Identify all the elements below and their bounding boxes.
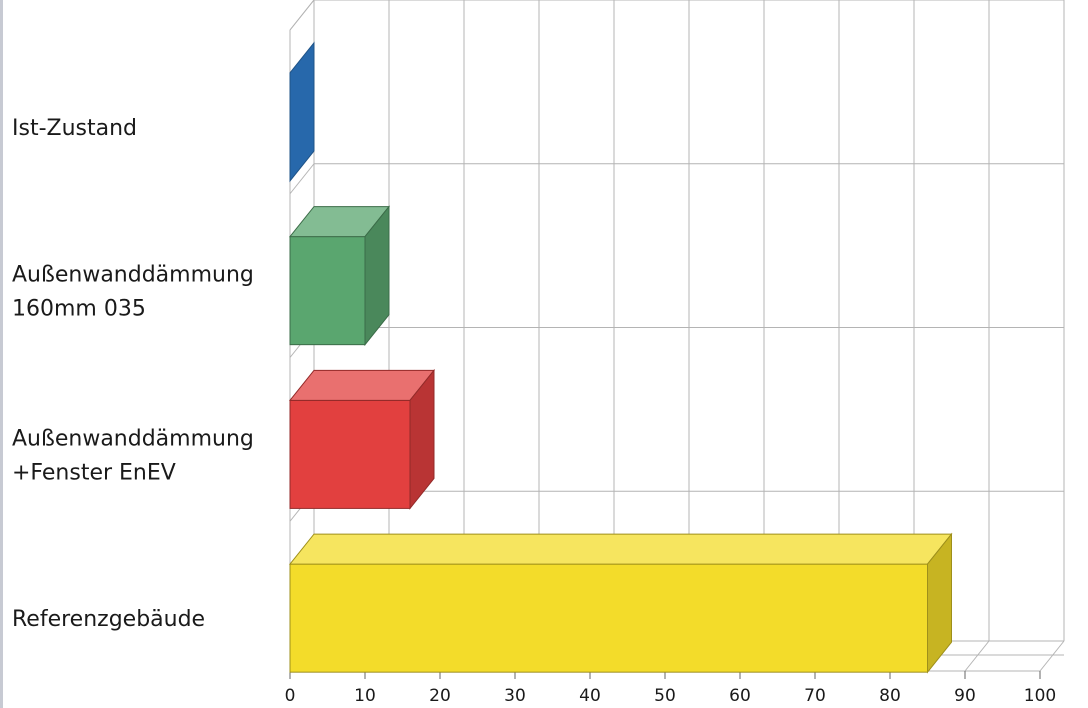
category-label: 160mm 035 [12,297,146,322]
gridline-side-diagonal [289,163,315,195]
bar-front [289,399,411,509]
x-tick-label: 10 [354,686,376,706]
category-label: +Fenster EnEV [12,460,176,485]
bar-front [289,563,928,673]
x-tick-label: 100 [1024,686,1056,706]
gridline-floor-diagonal [964,640,990,672]
x-tick-label: 50 [654,686,676,706]
bar-side [927,532,952,674]
gridline-floor-diagonal [1039,640,1065,672]
category-label: Referenzgebäude [12,607,205,632]
gridline-side-diagonal [289,0,315,31]
bar-front [289,236,366,346]
bar-side [289,41,315,183]
left-edge-border [0,0,3,708]
x-tick-label: 90 [954,686,976,706]
x-tick-label: 40 [579,686,601,706]
x-tick-label: 30 [504,686,526,706]
x-tick-label: 20 [429,686,451,706]
x-tick-label: 0 [285,686,296,706]
x-tick-label: 60 [729,686,751,706]
bar-side [364,205,390,347]
x-tick-label: 80 [879,686,901,706]
category-label: Ist-Zustand [12,116,137,141]
category-label: Außenwanddämmung [12,426,254,451]
bar-top [288,533,953,565]
bar-side [409,368,435,510]
bar-top [288,369,436,401]
x-tick-label: 70 [804,686,826,706]
category-label: Außenwanddämmung [12,263,254,288]
